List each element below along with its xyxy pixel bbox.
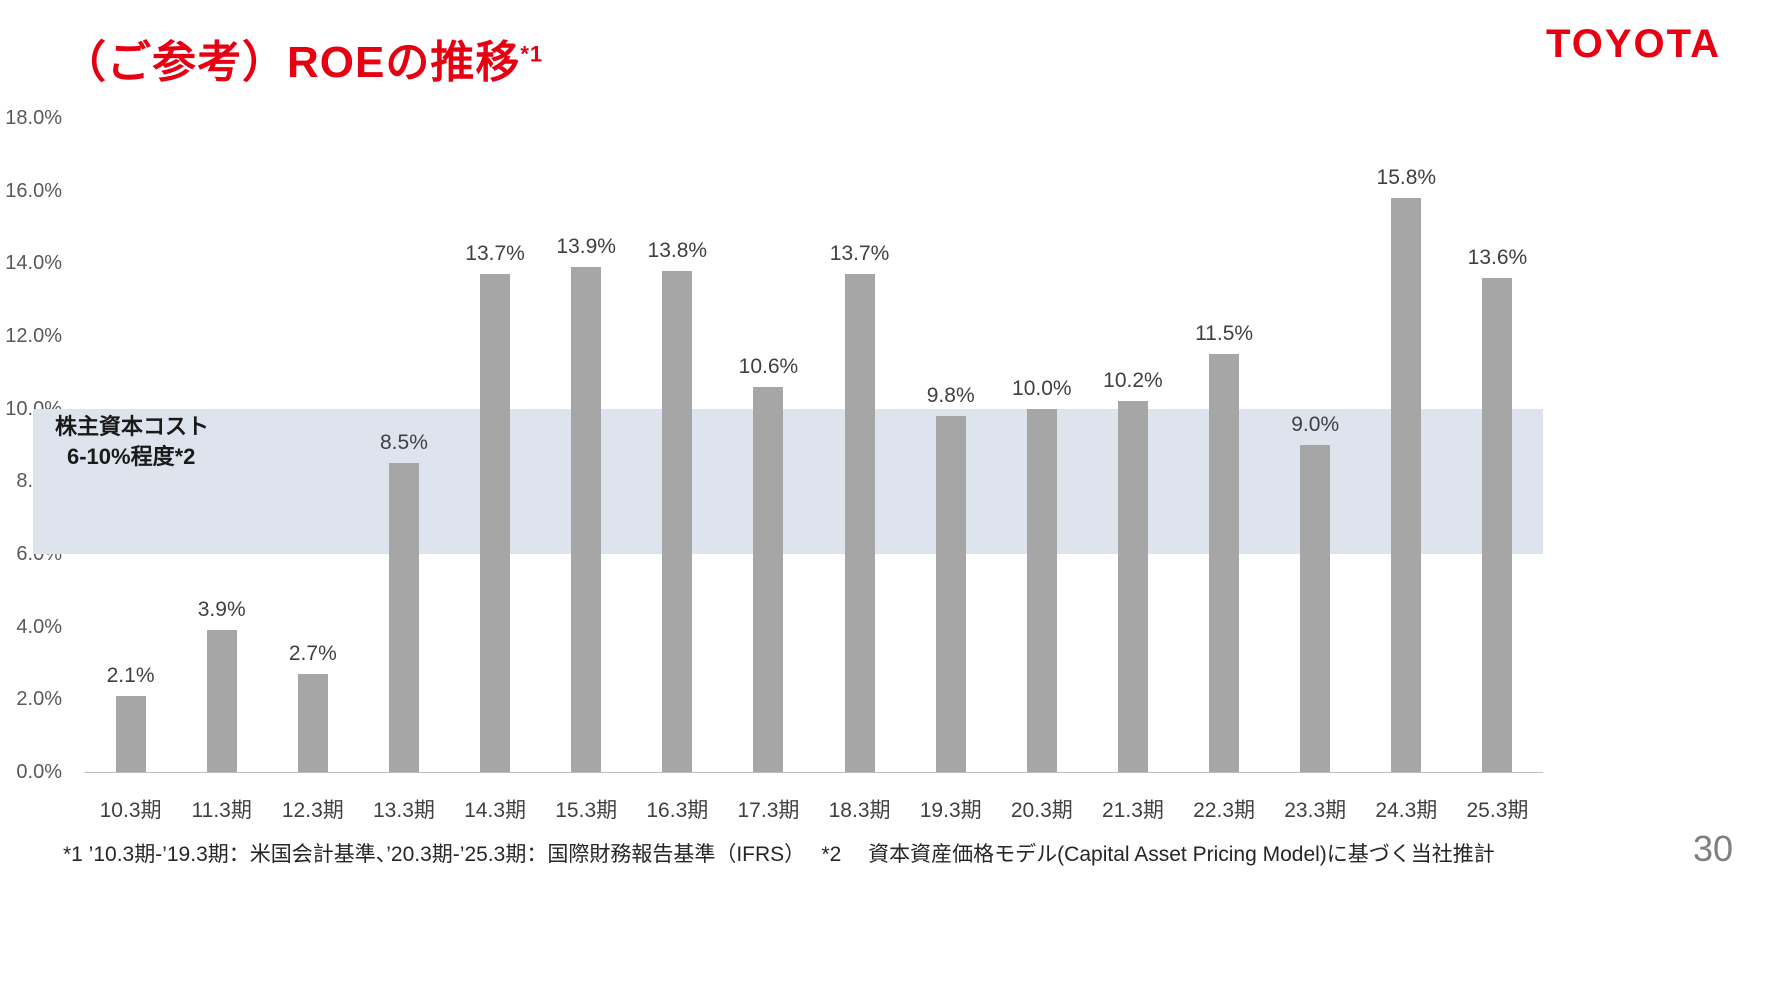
band-label-line1: 株主資本コスト (55, 414, 210, 439)
page-title: （ご参考）ROEの推移*1 (62, 26, 543, 90)
bar-slot: 11.5% 22.3期 (1179, 118, 1270, 822)
bar (571, 266, 602, 772)
bar-value-label: 13.9% (556, 234, 616, 258)
bar (297, 673, 328, 772)
bar (388, 463, 419, 772)
bar-slot: 13.7% 14.3期 (450, 118, 541, 822)
bar (1209, 354, 1240, 772)
bar-slot: 13.6% 25.3期 (1452, 118, 1543, 822)
bar-slot: 3.9% 11.3期 (176, 118, 267, 822)
x-tick-label: 19.3期 (919, 799, 982, 822)
y-tick-label: 14.0% (5, 252, 62, 275)
bar-value-label: 9.0% (1291, 413, 1340, 436)
bar-value-label: 10.0% (1012, 376, 1072, 400)
x-tick-label: 24.3期 (1375, 799, 1438, 822)
bar-slot: 10.0% 20.3期 (996, 118, 1087, 822)
band-label-line2: 6-10%程度*2 (67, 443, 196, 469)
bar-value-label: 11.5% (1195, 322, 1254, 346)
bar-slot: 9.0% 23.3期 (1270, 118, 1361, 822)
x-tick-label: 20.3期 (1010, 799, 1073, 822)
x-tick-label: 15.3期 (555, 799, 618, 822)
bar (1117, 401, 1148, 772)
y-tick-label: 2.0% (16, 688, 62, 711)
bar-value-label: 15.8% (1376, 165, 1437, 189)
plot-area: 2.1% 10.3期 3.9% 11.3期 2.7% 12.3期 8.5% 13.3期 13.7… (85, 118, 1543, 822)
x-tick-label: 11.3期 (191, 799, 252, 822)
bar-value-label: 2.1% (106, 663, 155, 687)
cost-of-equity-band (33, 408, 1543, 554)
bar (1482, 277, 1513, 772)
bar-value-label: 3.9% (197, 598, 246, 622)
x-tick-label: 12.3期 (281, 799, 344, 822)
y-tick-label: 12.0% (5, 325, 62, 347)
bar (753, 386, 784, 772)
bar (1391, 197, 1422, 772)
x-tick-label: 25.3期 (1466, 799, 1529, 822)
bar-slot: 13.9% 15.3期 (541, 118, 632, 822)
x-tick-label: 18.3期 (828, 799, 891, 822)
bar-value-label: 8.5% (380, 431, 428, 455)
bar-slot: 8.5% 13.3期 (358, 118, 449, 822)
bar-value-label: 10.6% (738, 354, 799, 378)
bar-slot: 10.6% 17.3期 (723, 118, 814, 822)
footnote: *1 ’10.3期-’19.3期：米国会計基準、’20.3期-’25.3期：国際… (63, 843, 1495, 866)
bar-slot: 9.8% 19.3期 (905, 118, 996, 822)
page-title-footnote-marker: *1 (520, 41, 544, 67)
bar-value-label: 13.6% (1467, 245, 1528, 269)
x-tick-label: 13.3期 (373, 799, 435, 822)
bar (935, 415, 966, 772)
bar (1300, 445, 1331, 772)
bar (206, 630, 237, 772)
bar-value-label: 2.7% (288, 641, 337, 665)
x-tick-label: 22.3期 (1193, 799, 1255, 822)
page-number: 30 (1692, 828, 1733, 869)
bar-slot: 13.8% 16.3期 (632, 118, 723, 822)
x-tick-label: 23.3期 (1284, 799, 1347, 822)
bar-value-label: 10.2% (1103, 369, 1163, 393)
x-tick-label: 10.3期 (99, 799, 162, 822)
bar-slot: 2.7% 12.3期 (267, 118, 358, 822)
y-tick-label: 16.0% (5, 179, 62, 202)
bar-slot: 13.7% 18.3期 (814, 118, 905, 822)
page-title-text: （ご参考）ROEの推移 (62, 38, 521, 87)
cost-of-equity-band-label: 株主資本コスト 6-10%程度*2 (55, 412, 209, 471)
x-axis-baseline (85, 772, 1543, 773)
y-tick-label: 0.0% (16, 761, 62, 783)
bar-slot: 15.8% 24.3期 (1361, 118, 1452, 822)
bar-slot: 10.2% 21.3期 (1087, 118, 1178, 822)
bar (480, 274, 511, 772)
bar (662, 270, 693, 772)
bar (115, 695, 146, 772)
bar-value-label: 13.8% (647, 238, 708, 262)
x-tick-label: 17.3期 (737, 799, 800, 822)
x-tick-label: 14.3期 (464, 799, 526, 822)
y-tick-label: 18.0% (5, 107, 62, 129)
toyota-logo: TOYOTA (1546, 22, 1721, 66)
bar-value-label: 9.8% (926, 383, 975, 407)
bar (1026, 408, 1057, 772)
bar-slot: 2.1% 10.3期 (85, 118, 176, 822)
x-tick-label: 21.3期 (1102, 799, 1164, 822)
y-tick-label: 4.0% (16, 615, 62, 638)
bar-value-label: 13.7% (829, 242, 890, 266)
x-tick-label: 16.3期 (646, 799, 709, 822)
bar (844, 274, 875, 772)
bar-value-label: 13.7% (465, 242, 525, 266)
